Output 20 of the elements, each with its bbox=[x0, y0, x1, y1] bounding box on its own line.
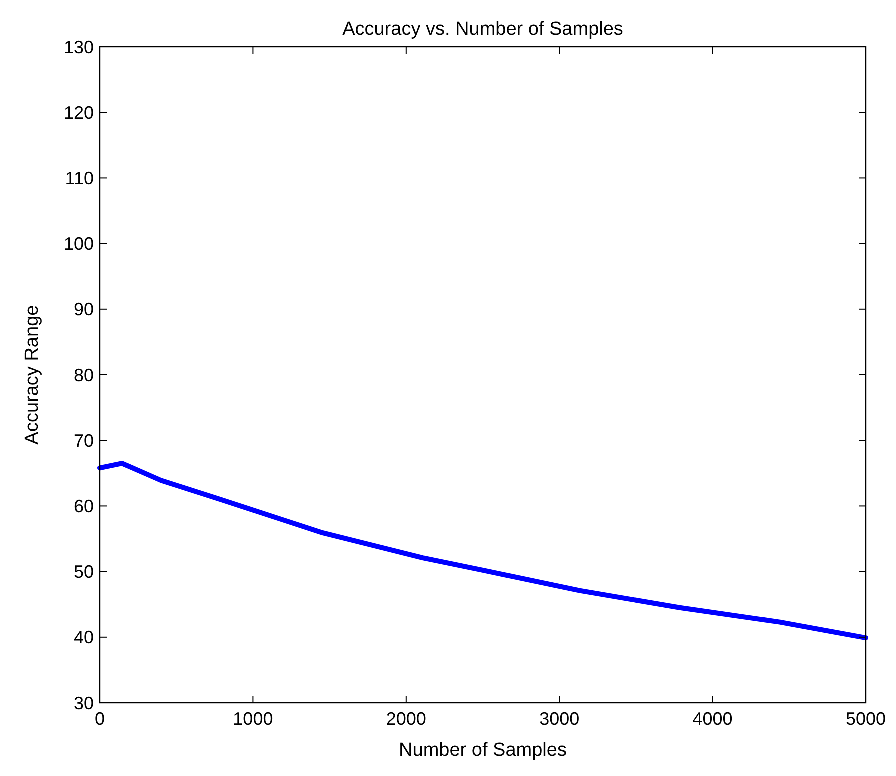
y-tick-label: 120 bbox=[64, 102, 94, 123]
y-tick-label: 130 bbox=[64, 37, 94, 58]
y-tick-label: 110 bbox=[65, 168, 94, 188]
y-tick-label: 90 bbox=[74, 300, 94, 320]
y-tick-label: 50 bbox=[74, 562, 94, 582]
chart-title: Accuracy vs. Number of Samples bbox=[342, 19, 624, 40]
x-tick-label: 3000 bbox=[540, 709, 580, 729]
y-tick-label: 30 bbox=[74, 693, 94, 714]
x-tick-label: 1000 bbox=[233, 709, 274, 729]
x-tick-label: 0 bbox=[94, 709, 106, 729]
y-tick-label: 80 bbox=[74, 365, 94, 386]
y-axis-title: Accuracy Range bbox=[22, 305, 43, 445]
y-tick-label: 60 bbox=[74, 496, 94, 516]
x-tick-label: 2000 bbox=[386, 709, 426, 729]
y-tick-label: 100 bbox=[64, 234, 94, 254]
x-tick-label: 4000 bbox=[692, 709, 733, 729]
x-tick-label: 5000 bbox=[846, 709, 886, 729]
x-axis-title: Number of Samples bbox=[399, 740, 567, 761]
y-tick-label: 40 bbox=[74, 628, 94, 648]
y-tick-label: 70 bbox=[74, 430, 94, 451]
